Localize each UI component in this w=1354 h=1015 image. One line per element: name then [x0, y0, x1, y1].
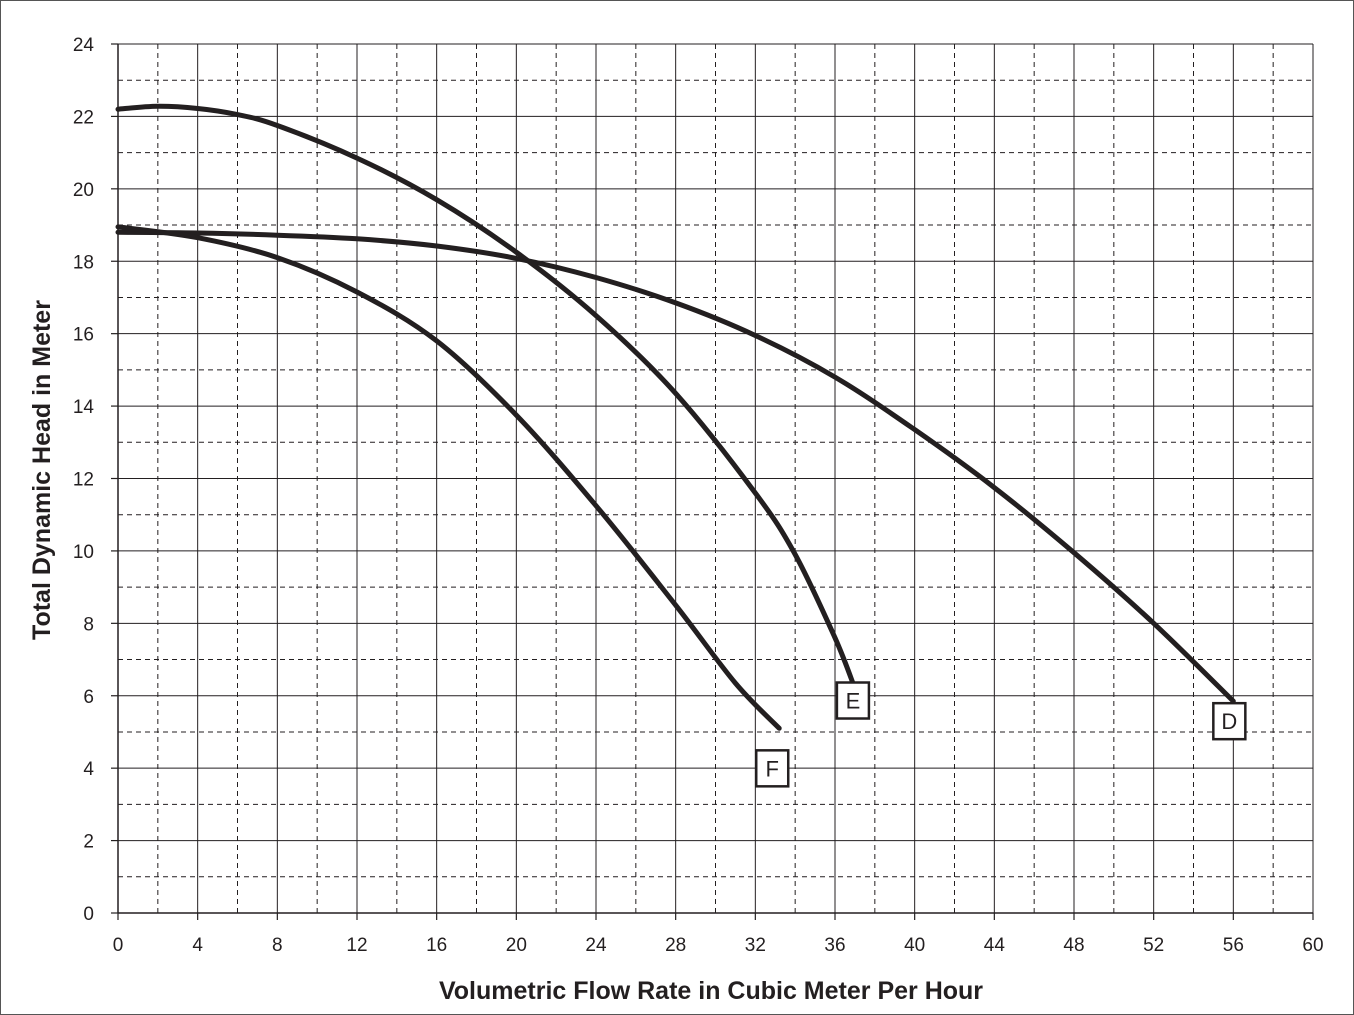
x-tick-label: 44 — [984, 935, 1006, 956]
axes — [111, 43, 1314, 920]
y-tick-label: 6 — [83, 687, 94, 708]
curve-label-e: E — [846, 689, 861, 714]
x-tick-labels: 0 4 8 12 16 20 24 28 32 36 40 44 48 52 56 60 — [113, 935, 1324, 956]
x-tick-label: 0 — [113, 935, 124, 956]
x-tick-label: 40 — [904, 935, 925, 956]
y-tick-label: 20 — [73, 180, 94, 201]
x-tick-label: 4 — [192, 935, 203, 956]
curve-labels: D E F — [754, 681, 1247, 788]
x-axis-title: Volumetric Flow Rate in Cubic Meter Per … — [439, 977, 983, 1005]
curve-label-d: D — [1221, 709, 1237, 734]
curve-label-f: F — [766, 756, 779, 781]
y-tick-label: 14 — [73, 397, 95, 418]
curve-label-box-e — [835, 681, 871, 720]
x-tick-label: 32 — [745, 935, 766, 956]
x-tick-label: 56 — [1223, 935, 1244, 956]
x-tick-label: 48 — [1063, 935, 1084, 956]
x-tick-label: 8 — [272, 935, 283, 956]
y-tick-label: 18 — [73, 252, 94, 273]
curve-e — [115, 103, 858, 691]
x-tick-label: 20 — [506, 935, 527, 956]
x-tick-label: 28 — [665, 935, 686, 956]
y-tick-label: 10 — [73, 542, 94, 563]
y-tick-label: 0 — [83, 904, 94, 925]
y-tick-label: 22 — [73, 107, 94, 128]
x-tick-label: 60 — [1302, 935, 1323, 956]
y-tick-label: 24 — [73, 35, 95, 56]
curve-label-box-d — [1212, 701, 1247, 741]
y-tick-label: 8 — [83, 614, 94, 635]
y-tick-label: 4 — [83, 759, 94, 780]
pump-curves — [115, 103, 1236, 731]
y-axis-title: Total Dynamic Head in Meter — [28, 300, 56, 640]
x-tick-label: 36 — [824, 935, 845, 956]
x-tick-label: 52 — [1143, 935, 1164, 956]
y-tick-label: 12 — [73, 470, 94, 491]
curve-d — [115, 229, 1236, 704]
major-gridlines — [118, 43, 1314, 913]
x-tick-label: 12 — [346, 935, 367, 956]
y-tick-label: 2 — [83, 832, 94, 853]
y-tick-label: 16 — [73, 325, 94, 346]
curve-f — [115, 224, 782, 731]
x-tick-label: 24 — [585, 935, 607, 956]
curve-label-box-f — [754, 749, 790, 788]
x-tick-label: 16 — [426, 935, 447, 956]
